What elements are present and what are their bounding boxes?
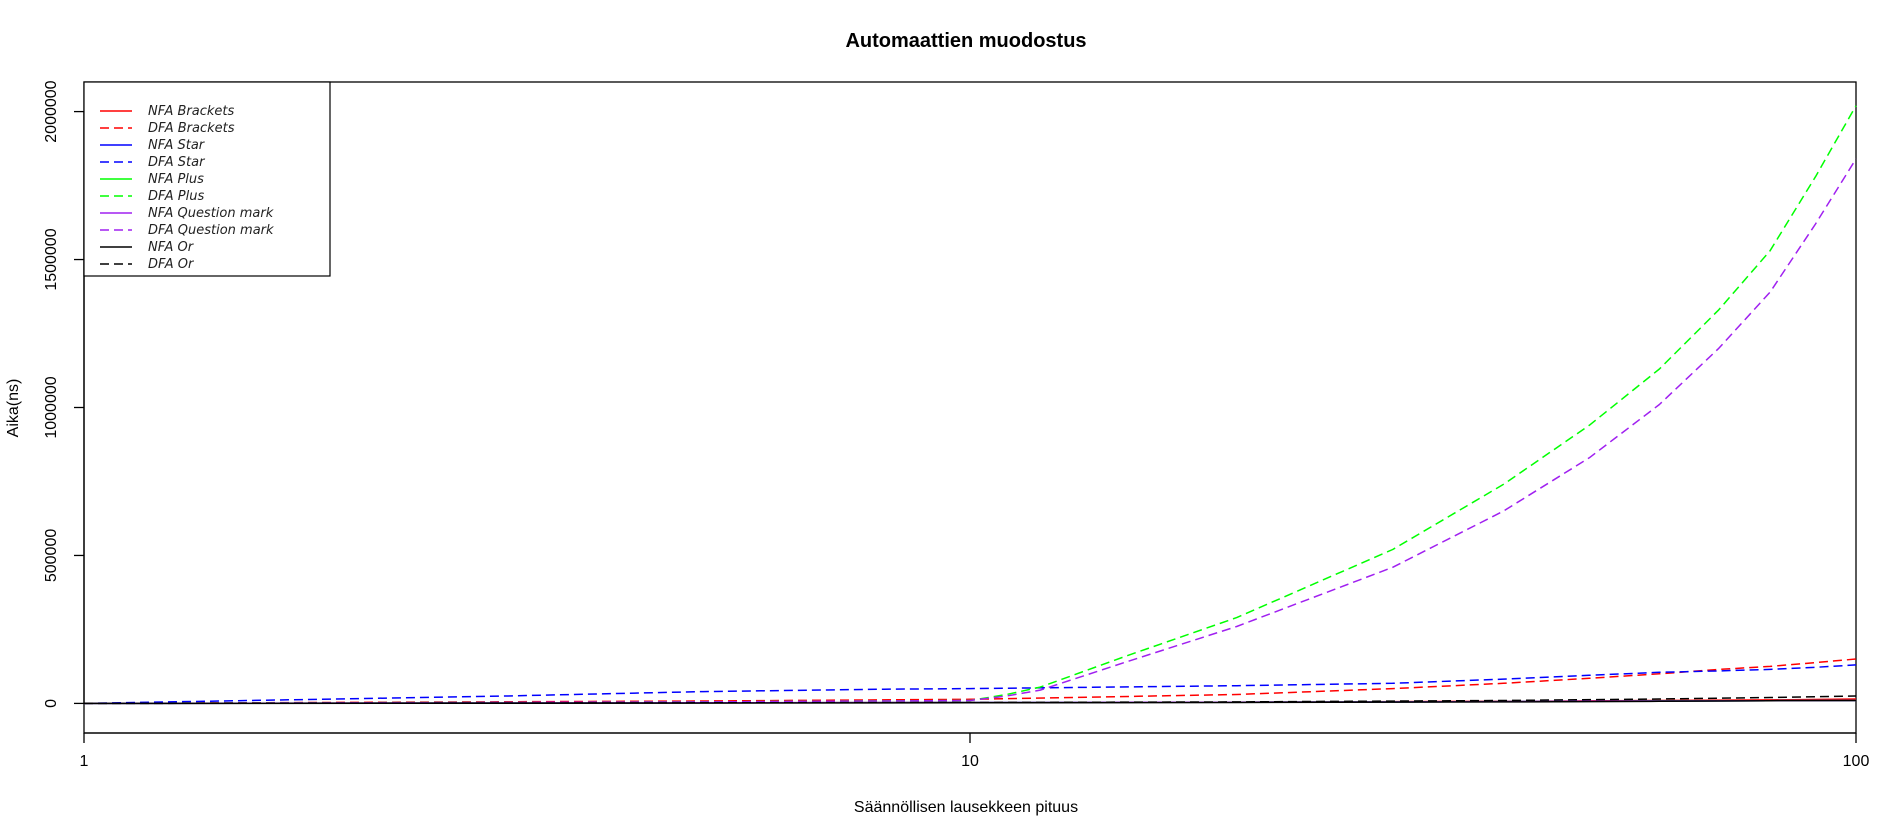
legend: NFA Brackets DFA Brackets NFA Star DFA Star… bbox=[83, 81, 331, 277]
chart-title: Automaattien muodostus bbox=[845, 30, 1086, 52]
legend-label-nfa-brackets: NFA Brackets bbox=[148, 104, 234, 119]
legend-label-dfa-star: DFA Star bbox=[148, 155, 206, 170]
plot-frame bbox=[83, 81, 1857, 734]
y-tick-label: 1000000 bbox=[43, 376, 60, 438]
series-line-dfa-brackets bbox=[83, 658, 1857, 705]
series-line-dfa-or bbox=[83, 695, 1857, 705]
legend-label-dfa-question-mark: DFA Question mark bbox=[148, 223, 274, 238]
legend-label-nfa-star: NFA Star bbox=[148, 138, 206, 153]
x-tick-label: 1 bbox=[80, 753, 89, 770]
x-axis-label: Säännöllisen lausekkeen pituus bbox=[854, 799, 1078, 816]
legend-label-nfa-question-mark: NFA Question mark bbox=[148, 206, 274, 221]
legend-label-dfa-plus: DFA Plus bbox=[148, 189, 204, 204]
legend-label-nfa-plus: NFA Plus bbox=[148, 172, 204, 187]
series-layer bbox=[83, 105, 1857, 705]
y-tick-label: 2000000 bbox=[43, 80, 60, 142]
y-axis-label: Aika(ns) bbox=[5, 379, 22, 438]
y-axis: 0 500000 1000000 1500000 2000000 bbox=[43, 80, 85, 708]
x-tick-label: 10 bbox=[961, 753, 979, 770]
series-line-dfa-plus bbox=[83, 105, 1857, 705]
series-line-dfa-star bbox=[83, 664, 1857, 705]
y-tick-label: 1500000 bbox=[43, 228, 60, 290]
y-tick-label: 0 bbox=[43, 699, 60, 708]
legend-label-dfa-brackets: DFA Brackets bbox=[148, 121, 235, 136]
legend-label-nfa-or: NFA Or bbox=[148, 240, 195, 255]
y-tick-label: 500000 bbox=[43, 529, 60, 582]
x-axis: 1 10 100 bbox=[80, 732, 1870, 770]
x-tick-label: 100 bbox=[1843, 753, 1870, 770]
legend-label-dfa-or: DFA Or bbox=[148, 257, 195, 272]
series-line-dfa-question-mark bbox=[83, 158, 1857, 705]
